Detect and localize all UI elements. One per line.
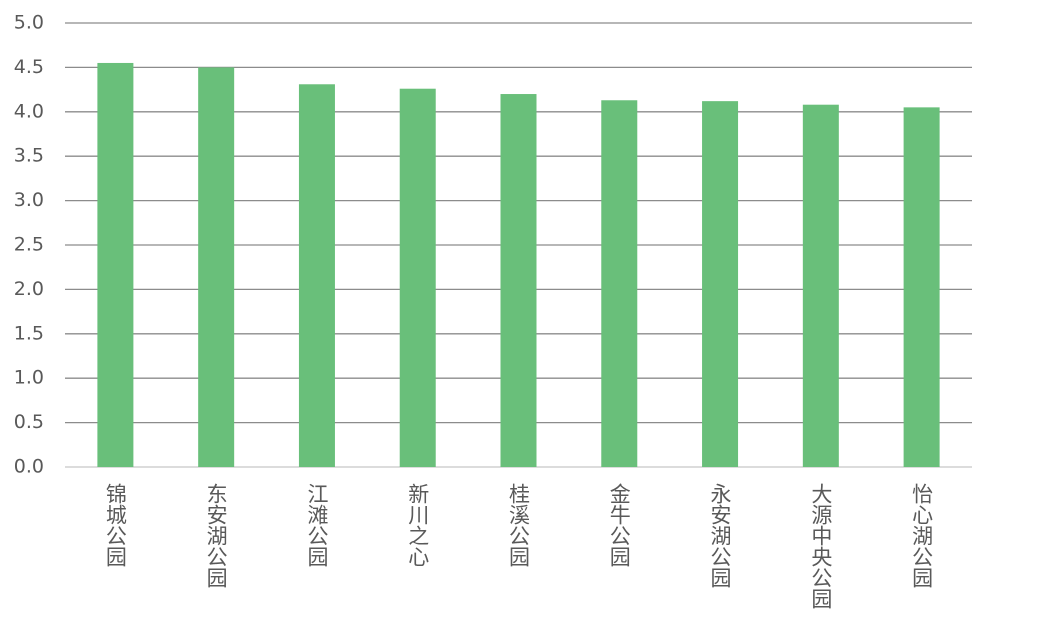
- x-tick-label: 江滩公园: [305, 483, 329, 567]
- y-tick-label: 4.0: [14, 100, 44, 122]
- x-tick-label: 金牛公园: [607, 483, 631, 567]
- x-tick-label: 新川之心: [406, 483, 430, 567]
- x-tick-label: 桂溪公园: [507, 483, 531, 567]
- bar: [198, 67, 235, 468]
- x-tick-label: 怡心湖公园: [910, 483, 934, 588]
- bar: [802, 104, 839, 468]
- y-tick-label: 2.0: [14, 278, 44, 300]
- bar: [702, 101, 739, 468]
- bar: [399, 88, 436, 467]
- y-tick-label: 1.5: [14, 322, 44, 344]
- bar: [298, 84, 335, 467]
- y-tick-label: 3.5: [14, 145, 44, 167]
- y-tick-label: 2.5: [14, 234, 44, 256]
- y-tick-label: 4.5: [14, 56, 44, 78]
- x-tick-label: 永安湖公园: [708, 483, 732, 588]
- y-tick-label: 1.0: [14, 367, 44, 389]
- bar: [601, 100, 638, 468]
- x-tick-label: 大源中央公园: [809, 483, 833, 609]
- bar: [500, 94, 537, 467]
- x-tick-label: 东安湖公园: [204, 483, 228, 588]
- y-tick-label: 0.5: [14, 411, 44, 433]
- y-tick-label: 0.0: [14, 456, 44, 478]
- y-tick-label: 3.0: [14, 189, 44, 211]
- y-tick-label: 5.0: [14, 12, 44, 34]
- bar: [97, 62, 134, 468]
- x-tick-label: 锦城公园: [103, 483, 127, 567]
- bar: [903, 107, 940, 468]
